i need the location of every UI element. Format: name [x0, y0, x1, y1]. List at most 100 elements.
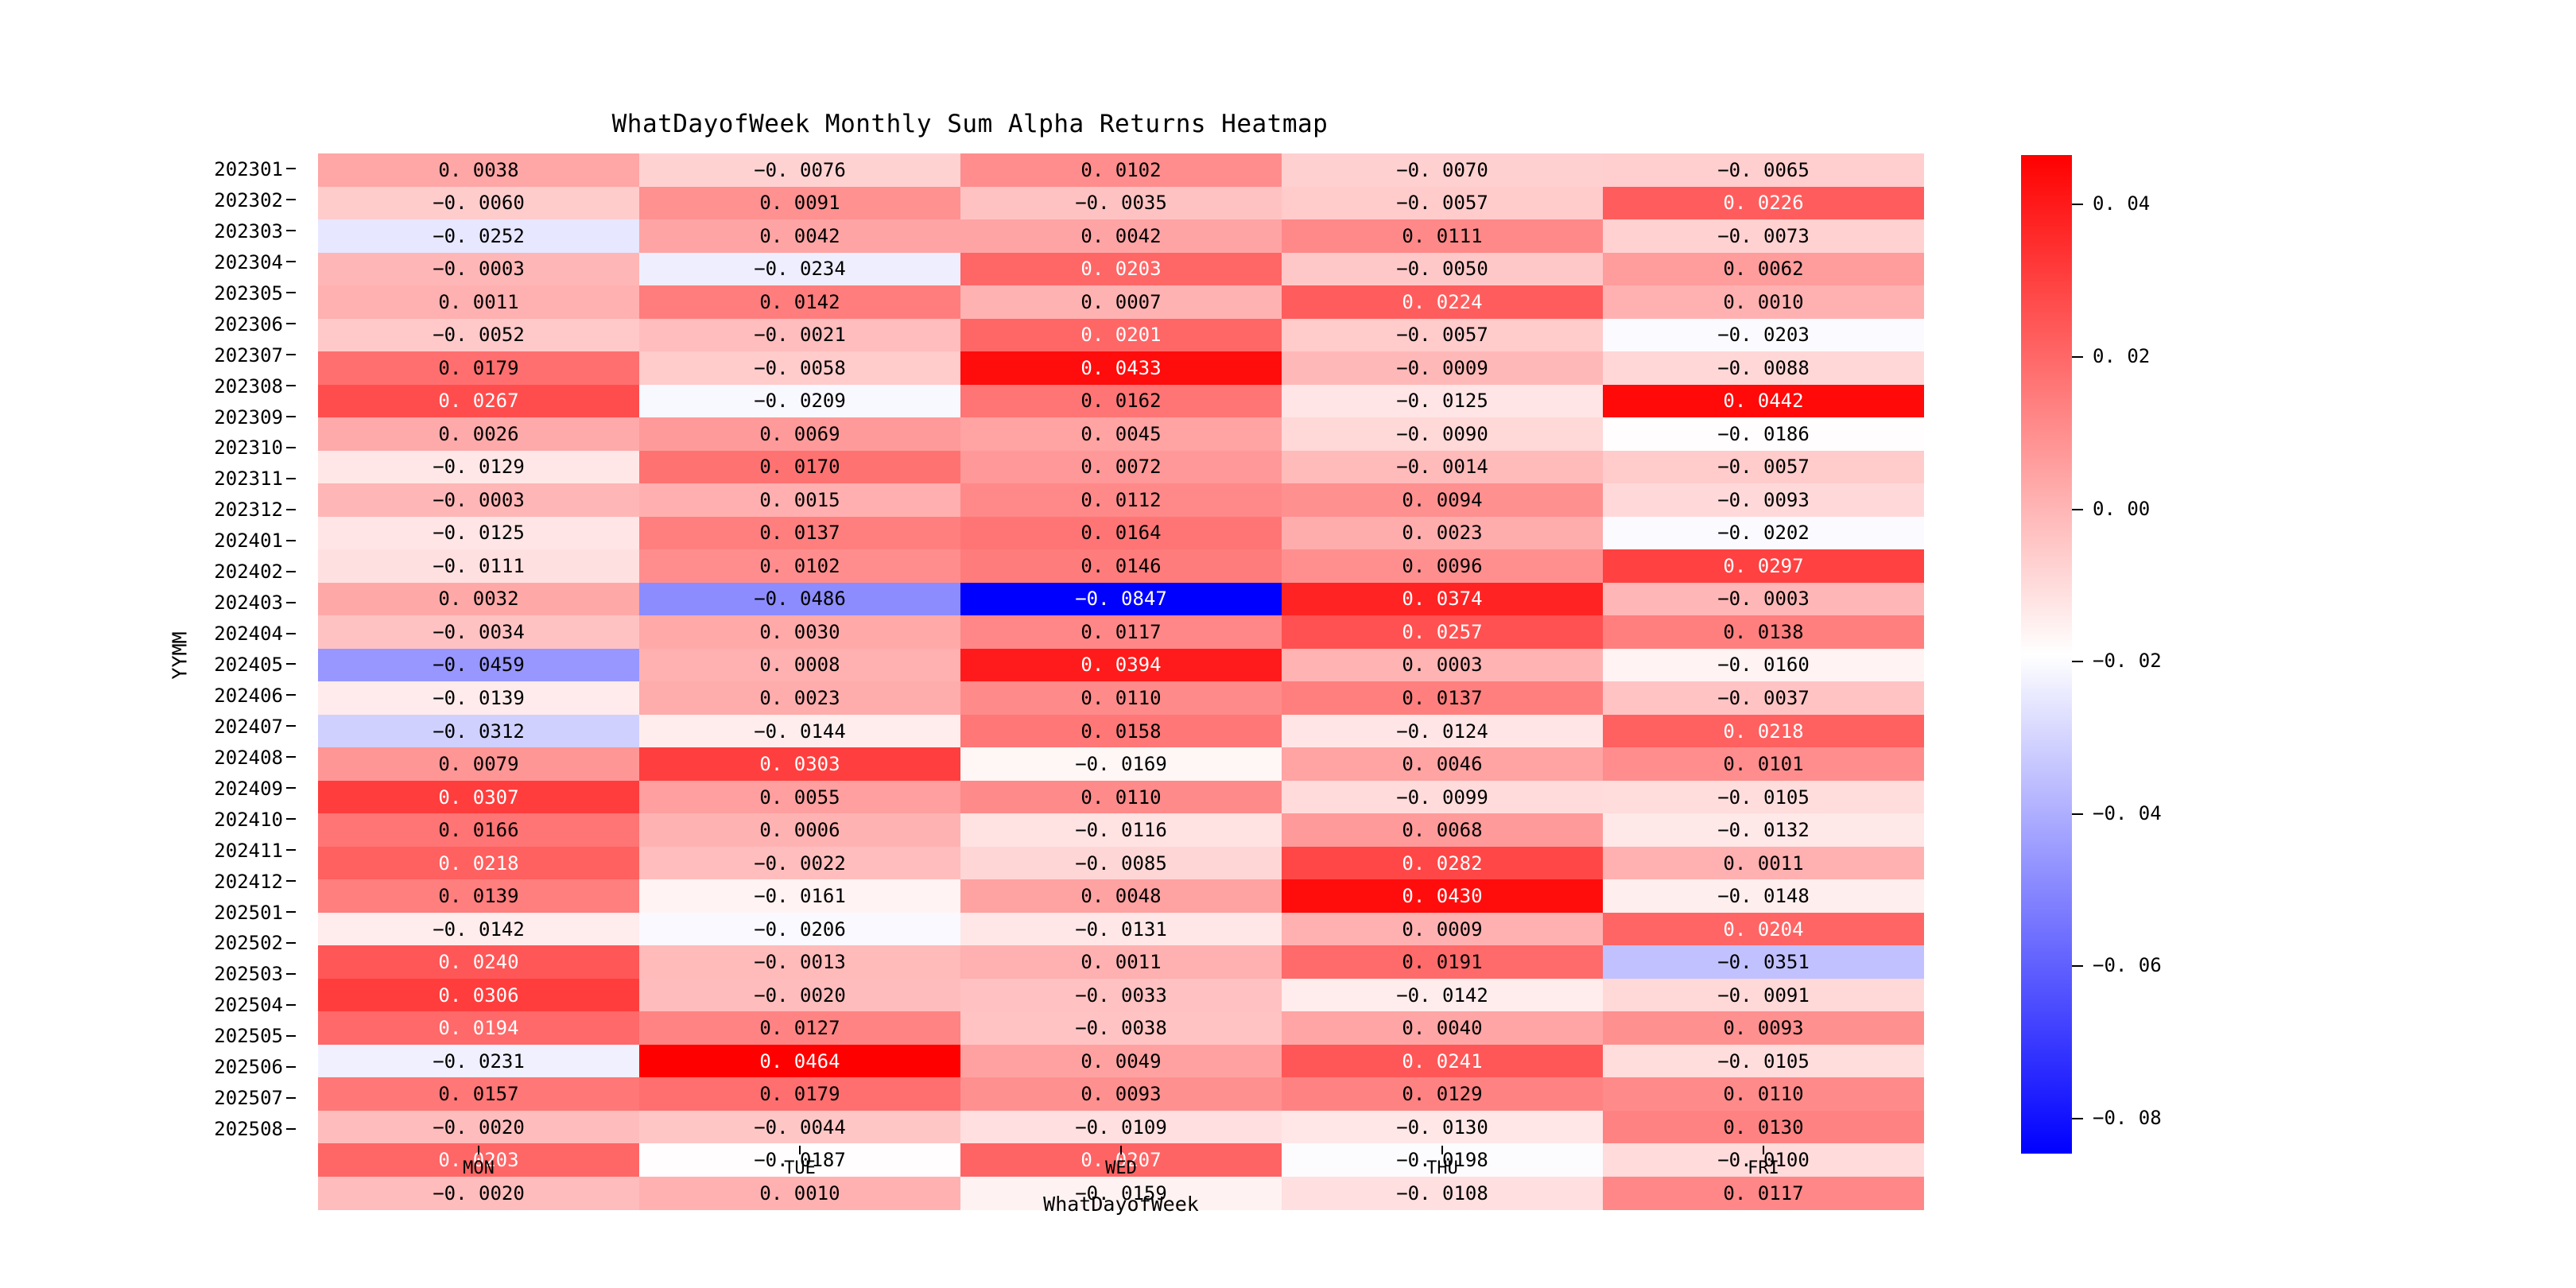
y-tick-mark: [286, 292, 296, 294]
heatmap-row: 0. 0267 −0. 0209 0. 0162 −0. 0125 0. 0442: [318, 384, 1924, 418]
heatmap-cell: −0. 0099: [1282, 780, 1603, 814]
x-tick-mark: [799, 1146, 801, 1154]
heatmap-cell: −0. 0116: [960, 813, 1282, 847]
heatmap-cell: 0. 0049: [960, 1044, 1282, 1078]
heatmap-cell: −0. 0014: [1282, 450, 1603, 484]
heatmap-cell: 0. 0433: [960, 351, 1282, 385]
colorbar-tick-label: −0. 04: [2093, 801, 2162, 824]
y-tick-mark: [286, 261, 296, 263]
heatmap-cell: 0. 0069: [639, 417, 960, 451]
y-tick-mark: [286, 849, 296, 852]
heatmap-cell: 0. 0079: [318, 747, 639, 781]
heatmap-row: 0. 0194 0. 0127 −0. 0038 0. 0040 0. 0093: [318, 1011, 1924, 1045]
heatmap-row: −0. 0125 0. 0137 0. 0164 0. 0023 −0. 0202: [318, 516, 1924, 550]
colorbar-tick-mark: [2072, 813, 2083, 815]
heatmap-cell: 0. 0111: [1282, 219, 1603, 253]
heatmap-cell: 0. 0138: [1603, 615, 1924, 649]
heatmap-cell: 0. 0137: [639, 516, 960, 550]
heatmap-cell: 0. 0374: [1282, 582, 1603, 616]
y-tick-mark: [286, 168, 296, 170]
heatmap-cell: −0. 0209: [639, 384, 960, 418]
heatmap-cell: −0. 0131: [960, 912, 1282, 946]
y-tick-mark: [286, 230, 296, 232]
heatmap-cell: −0. 0161: [639, 879, 960, 913]
colorbar-tick-mark: [2072, 204, 2083, 206]
heatmap-row: 0. 0079 0. 0303 −0. 0169 0. 0046 0. 0101: [318, 747, 1924, 781]
heatmap-row: 0. 0011 0. 0142 0. 0007 0. 0224 0. 0010: [318, 285, 1924, 319]
colorbar-ticks: 0. 04 0. 02 0. 00 −0. 02 −0. 04 −0. 06 −0. 08: [2021, 155, 2260, 1154]
heatmap-cell: 0. 0007: [960, 285, 1282, 319]
heatmap-cell: −0. 0034: [318, 615, 639, 649]
y-tick-label: 202506: [214, 1056, 283, 1079]
heatmap-cell: 0. 0094: [1282, 483, 1603, 517]
heatmap-cell: −0. 0105: [1603, 1044, 1924, 1078]
x-axis-label: WhatDayofWeek: [1043, 1193, 1199, 1216]
heatmap-cell: 0. 0046: [1282, 747, 1603, 781]
heatmap-cell: −0. 0065: [1603, 153, 1924, 187]
y-tick-mark: [286, 354, 296, 356]
heatmap-cell: −0. 0132: [1603, 813, 1924, 847]
heatmap-row: −0. 0003 −0. 0234 0. 0203 −0. 0050 0. 0062: [318, 252, 1924, 286]
heatmap-cell: 0. 0011: [960, 945, 1282, 979]
y-tick-label: 202304: [214, 250, 283, 274]
heatmap-cell: −0. 0020: [639, 978, 960, 1012]
heatmap-cell: 0. 0130: [1603, 1110, 1924, 1144]
heatmap-cell: −0. 0057: [1282, 318, 1603, 352]
heatmap-cell: 0. 0137: [1282, 681, 1603, 715]
heatmap-cell: 0. 0129: [1282, 1077, 1603, 1111]
heatmap-cell: −0. 0003: [318, 483, 639, 517]
heatmap-cell: −0. 0252: [318, 219, 639, 253]
heatmap-cell: −0. 0060: [318, 186, 639, 220]
y-tick-label: 202311: [214, 467, 283, 491]
heatmap-cell: −0. 0148: [1603, 879, 1924, 913]
heatmap-cell: 0. 0040: [1282, 1011, 1603, 1045]
heatmap-cell: 0. 0038: [318, 153, 639, 187]
y-tick-label: 202403: [214, 592, 283, 615]
heatmap-cell: −0. 0093: [1603, 483, 1924, 517]
heatmap-cell: 0. 0072: [960, 450, 1282, 484]
heatmap-cell: −0. 0129: [318, 450, 639, 484]
y-tick-mark: [286, 415, 296, 417]
heatmap-cell: 0. 0110: [960, 681, 1282, 715]
heatmap-cell: 0. 0117: [960, 615, 1282, 649]
heatmap-cell: 0. 0394: [960, 648, 1282, 682]
heatmap-row: −0. 0459 0. 0008 0. 0394 0. 0003 −0. 0160: [318, 648, 1924, 682]
y-tick-mark: [286, 941, 296, 944]
y-tick-label: 202411: [214, 839, 283, 862]
y-tick-label: 202401: [214, 530, 283, 553]
colorbar-gradient: [2021, 155, 2072, 1154]
heatmap-row: 0. 0203 −0. 0187 0. 0207 −0. 0198 −0. 0100: [318, 1143, 1924, 1177]
y-tick-label: 202507: [214, 1087, 283, 1110]
heatmap-cell: 0. 0146: [960, 549, 1282, 583]
heatmap-cell: 0. 0032: [318, 582, 639, 616]
heatmap-cell: −0. 0486: [639, 582, 960, 616]
heatmap-cell: 0. 0241: [1282, 1044, 1603, 1078]
heatmap-cell: 0. 0062: [1603, 252, 1924, 286]
heatmap-cell: −0. 0109: [960, 1110, 1282, 1144]
heatmap-cell: 0. 0015: [639, 483, 960, 517]
heatmap-cell: 0. 0110: [1603, 1077, 1924, 1111]
heatmap-cell: 0. 0257: [1282, 615, 1603, 649]
heatmap-grid: 0. 0038 −0. 0076 0. 0102 −0. 0070 −0. 0065 −0…: [318, 153, 1924, 1210]
heatmap-cell: 0. 0164: [960, 516, 1282, 550]
heatmap-cell: −0. 0159: [960, 1176, 1282, 1210]
heatmap-cell: 0. 0226: [1603, 186, 1924, 220]
heatmap-cell: −0. 0035: [960, 186, 1282, 220]
heatmap-row: −0. 0139 0. 0023 0. 0110 0. 0137 −0. 0037: [318, 681, 1924, 715]
heatmap-row: −0. 0142 −0. 0206 −0. 0131 0. 0009 0. 0204: [318, 912, 1924, 946]
y-tick-mark: [286, 1065, 296, 1068]
heatmap-cell: −0. 0009: [1282, 351, 1603, 385]
heatmap-cell: 0. 0091: [639, 186, 960, 220]
heatmap-cell: −0. 0052: [318, 318, 639, 352]
heatmap-cell: 0. 0093: [1603, 1011, 1924, 1045]
y-tick-mark: [286, 972, 296, 975]
y-tick-label: 202406: [214, 684, 283, 707]
heatmap-cell: −0. 0038: [960, 1011, 1282, 1045]
heatmap-cell: −0. 0142: [1282, 978, 1603, 1012]
heatmap-cell: 0. 0117: [1603, 1176, 1924, 1210]
heatmap-cell: 0. 0297: [1603, 549, 1924, 583]
heatmap-cell: 0. 0008: [639, 648, 960, 682]
heatmap-cell: −0. 0351: [1603, 945, 1924, 979]
heatmap-cell: 0. 0023: [1282, 516, 1603, 550]
colorbar-tick-label: 0. 00: [2093, 497, 2151, 520]
